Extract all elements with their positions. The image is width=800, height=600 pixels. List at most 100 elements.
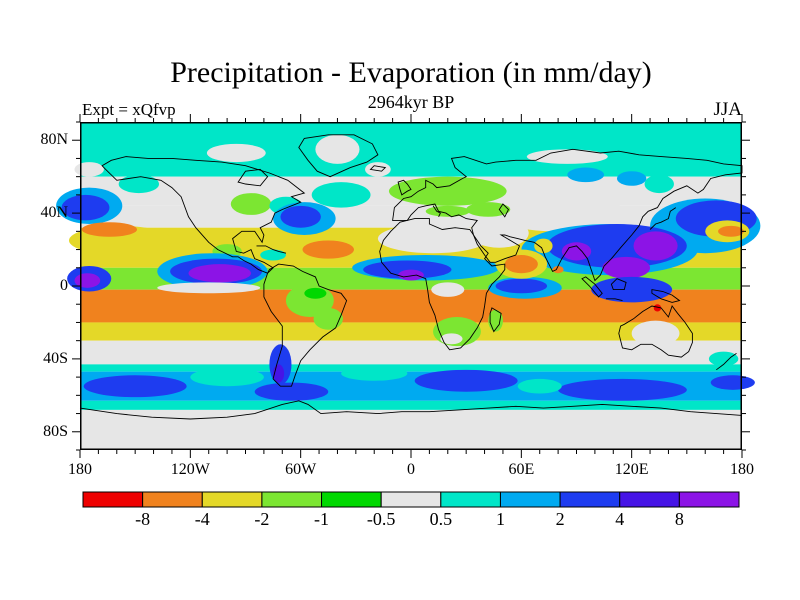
colorbar-segment-4 (321, 491, 382, 508)
coastline-south-america (263, 263, 348, 387)
coastline-greenland (298, 134, 379, 178)
field-feature-siberian-arctic-dry (526, 149, 608, 164)
field-feature-siberia-wet-1 (567, 167, 605, 183)
field-feature-socean-wet-4 (558, 378, 687, 401)
plot-subtitle: 2964kyr BP (367, 92, 455, 112)
x-tick-label-0: 180 (68, 461, 92, 478)
coastline-eurasia (392, 148, 743, 282)
field-feature-canadian-arctic-dry (206, 143, 266, 163)
field-feature-wpac-wet-core (633, 231, 678, 261)
field-feature-india-west-dry (534, 238, 553, 254)
y-tick-label-80N: 80N (40, 131, 68, 149)
field-feature-epac-itcz-core (188, 264, 252, 283)
coastline-japan (649, 207, 677, 230)
zonal-band (80, 122, 742, 177)
map-frame (80, 122, 742, 450)
colorbar-segment-8 (559, 491, 621, 508)
field-feature-socean-wet-2 (254, 382, 329, 401)
field-feature-seasia-wet-core (602, 256, 651, 279)
zonal-band (80, 400, 742, 410)
x-tick-label-2: 60W (285, 461, 317, 478)
coastline-britain (397, 179, 412, 196)
colorbar-segment-2 (201, 491, 263, 508)
colorbar-segment-3 (261, 491, 323, 508)
coastline-borneo (610, 278, 627, 291)
map-plot (56, 114, 761, 458)
field-feature-eq-indian-wet-core (495, 278, 548, 294)
field-feature-sahara-dry (377, 224, 489, 254)
coastline-caribbean-islands (256, 245, 287, 254)
colorbar-segment-7 (499, 491, 561, 508)
coastline-iceland (369, 165, 387, 172)
field-feature-natl-50n-wet (311, 182, 371, 208)
coastline-italy (432, 205, 442, 217)
field-feature-n-australia-dry-spot (653, 304, 662, 312)
zonal-band (80, 340, 742, 365)
x-tick-label-5: 120E (614, 461, 649, 478)
field-feature-sahel-wet-mid (363, 260, 452, 279)
coastline-new-zealand (716, 353, 737, 371)
x-tick-label-6: 180 (730, 461, 754, 478)
zonal-band (80, 364, 742, 372)
colorbar-segment-10 (678, 491, 740, 508)
y-tick-label-40N: 40N (40, 204, 68, 222)
colorbar-tick-label--4: -4 (194, 509, 210, 529)
field-feature-epac-cold-tongue (157, 282, 261, 294)
field-feature-balkan-green (425, 205, 470, 217)
coastline-north-america (101, 156, 306, 274)
field-feature-caspian-green (466, 202, 511, 217)
y-tick-label-0: 0 (60, 277, 68, 294)
x-tick-label-4: 60E (508, 461, 535, 478)
colorbar-segment-5 (380, 491, 442, 508)
zonal-band (80, 322, 742, 341)
field-feature-socean-cyan-3 (517, 378, 562, 394)
field-feature-socean-wet-3 (414, 369, 518, 392)
field-feature-subtrop-atl-dry (302, 240, 354, 259)
field-feature-maritime-wet-mid (591, 276, 673, 303)
experiment-label: Expt = xQfvp (82, 100, 176, 119)
field-feature-europe-green (388, 176, 507, 206)
field-feature-caribbean-wet (260, 249, 286, 261)
coastline-new-guinea (651, 289, 681, 303)
coastline-madagascar (489, 307, 502, 333)
y-tick-label-40S: 40S (43, 349, 68, 367)
field-feature-brazil-se-green (313, 307, 343, 330)
field-feature-congo-dry (431, 282, 465, 297)
field-feature-npac-west-wet-core (61, 194, 110, 221)
field-feature-socean-wet-5 (710, 375, 755, 390)
colorbar-tick-label--1: -1 (314, 509, 330, 529)
field-feature-iceland-dry-patch (365, 162, 391, 177)
field-feature-australia-dry-interior (631, 320, 680, 347)
colorbar-segment-1 (142, 491, 203, 508)
x-tick-label-1: 120W (170, 461, 210, 478)
colorbar-tick-label--2: -2 (254, 509, 270, 529)
coastline-australia (618, 305, 693, 358)
colorbar-tick-label-0.5: 0.5 (429, 509, 453, 529)
coastline-caspian-sea (498, 203, 510, 218)
field-feature-npac-dry-core (81, 222, 138, 237)
field-feature-siberia-wet-2 (616, 171, 647, 186)
plot-title: Precipitation - Evaporation (in mm/day) (170, 56, 652, 89)
plot-meta-row: Expt = xQfvp JJA (82, 99, 742, 121)
field-feature-nw-pac-dry-core (718, 225, 744, 237)
field-feature-greenland-interior (315, 134, 360, 164)
colorbar-tick-label-4: 4 (615, 509, 625, 529)
colorbar-tick-label-1: 1 (495, 509, 505, 529)
field-feature-amazon-green-core (304, 287, 327, 299)
colorbar (82, 491, 740, 508)
zonal-band (80, 409, 742, 450)
y-tick-label-80S: 80S (43, 422, 68, 440)
field-feature-natl-wet-core (280, 205, 321, 228)
field-feature-srilanka-dry (552, 265, 564, 274)
colorbar-segment-0 (82, 491, 144, 508)
coastline-africa (379, 218, 506, 351)
coastline-sumatra (581, 276, 603, 298)
x-tick-label-3: 0 (407, 461, 415, 478)
field-feature-nz-cyan (708, 351, 739, 367)
field-feature-great-lakes-green (230, 193, 272, 215)
season-label: JJA (713, 99, 742, 120)
colorbar-tick-label-8: 8 (674, 509, 684, 529)
field-feature-bengal-wet-core (561, 242, 592, 261)
colorbar-tick-label--0.5: -0.5 (366, 509, 396, 529)
field-feature-socean-cyan-1 (190, 368, 264, 387)
